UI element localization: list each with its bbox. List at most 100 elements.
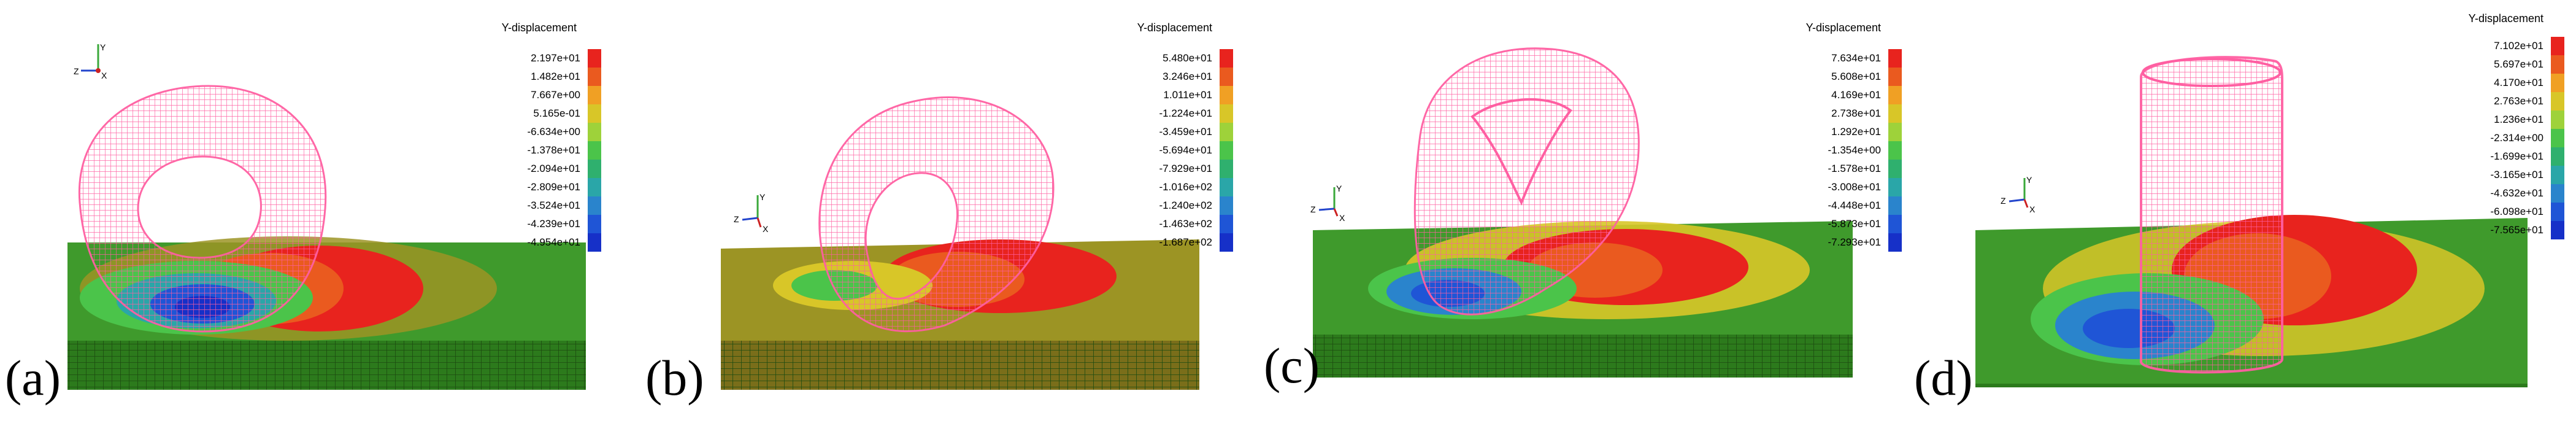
svg-text:X: X <box>101 71 107 80</box>
legend-swatch <box>2551 129 2564 147</box>
legend-swatch <box>2551 110 2564 129</box>
legend-row: -1.240e+02 <box>1110 196 1233 215</box>
legend-b: Y-displacement 5.480e+01 3.246e+01 1.011… <box>1110 21 1233 252</box>
axis-triad: Y Z X <box>1310 184 1345 223</box>
legend-value: 5.480e+01 <box>1163 52 1212 64</box>
legend-row: 3.246e+01 <box>1110 68 1233 86</box>
legend-swatch <box>1888 86 1902 104</box>
legend-swatch <box>1220 86 1233 104</box>
legend-swatch <box>1220 215 1233 233</box>
legend-swatch <box>1888 160 1902 178</box>
legend-row: -6.634e+00 <box>479 123 601 141</box>
legend-swatch <box>1888 123 1902 141</box>
legend-title: Y-displacement <box>1805 21 1881 34</box>
legend-value: 4.170e+01 <box>2494 77 2543 88</box>
panel-b: Y Z X Y-displacement 5.480e+01 3.246e+01… <box>638 0 1251 434</box>
panel-label: (c) <box>1264 338 1320 393</box>
svg-text:Y: Y <box>2026 175 2032 185</box>
legend-row: 1.482e+01 <box>479 68 601 86</box>
legend-value: 2.763e+01 <box>2494 95 2543 107</box>
legend-swatch <box>2551 74 2564 92</box>
legend-row: 2.738e+01 <box>1779 104 1902 123</box>
legend-value: 2.738e+01 <box>1831 107 1881 119</box>
legend-value: -4.954e+01 <box>527 236 581 248</box>
legend-row: 4.170e+01 <box>2442 74 2564 92</box>
legend-swatch <box>588 86 601 104</box>
legend-row: -6.098e+01 <box>2442 203 2564 221</box>
legend-value: 1.236e+01 <box>2494 114 2543 125</box>
legend-value: -3.459e+01 <box>1159 126 1213 138</box>
legend-swatch <box>2551 92 2564 110</box>
legend-d: Y-displacement 7.102e+01 5.697e+01 4.170… <box>2442 12 2564 239</box>
legend-swatch <box>1220 233 1233 252</box>
svg-text:Y: Y <box>759 192 766 202</box>
svg-text:Y: Y <box>100 42 106 52</box>
legend-row: 7.634e+01 <box>1779 49 1902 68</box>
legend-value: -1.699e+01 <box>2490 150 2544 162</box>
legend-value: 4.169e+01 <box>1831 89 1881 101</box>
legend-row: -3.165e+01 <box>2442 166 2564 184</box>
panel-c: Y Z X Y-displacement 7.634e+01 5.608e+01… <box>1264 0 1902 434</box>
legend-value: 7.667e+00 <box>531 89 580 101</box>
legend-swatch <box>1220 68 1233 86</box>
legend-swatch <box>2551 203 2564 221</box>
legend-row: -3.459e+01 <box>1110 123 1233 141</box>
legend-row: -1.016e+02 <box>1110 178 1233 196</box>
legend-swatch <box>1220 123 1233 141</box>
legend-swatch <box>1888 104 1902 123</box>
legend-value: 5.165e-01 <box>533 107 580 119</box>
svg-text:Z: Z <box>734 214 739 224</box>
legend-value: -1.463e+02 <box>1159 218 1213 230</box>
legend-value: -6.098e+01 <box>2490 206 2544 217</box>
legend-value: -6.634e+00 <box>527 126 581 138</box>
legend-swatch <box>1888 196 1902 215</box>
legend-row: -1.578e+01 <box>1779 160 1902 178</box>
legend-swatch <box>588 141 601 160</box>
legend-row: -1.378e+01 <box>479 141 601 160</box>
legend-swatch <box>2551 55 2564 74</box>
legend-row: -2.094e+01 <box>479 160 601 178</box>
legend-row: -5.694e+01 <box>1110 141 1233 160</box>
legend-value: -7.293e+01 <box>1828 236 1882 248</box>
legend-row: 2.197e+01 <box>479 49 601 68</box>
legend-row: -7.565e+01 <box>2442 221 2564 239</box>
legend-row: 7.667e+00 <box>479 86 601 104</box>
legend-value: -1.240e+02 <box>1159 200 1213 211</box>
legend-row: 5.608e+01 <box>1779 68 1902 86</box>
legend-swatch <box>1220 104 1233 123</box>
legend-value: -1.224e+01 <box>1159 107 1213 119</box>
legend-swatch <box>1888 49 1902 68</box>
legend-swatch <box>1888 233 1902 252</box>
panel-label: (d) <box>1914 350 1973 406</box>
legend-value: 3.246e+01 <box>1163 71 1212 82</box>
axis-triad: Y Z X <box>734 192 769 234</box>
legend-value: 7.102e+01 <box>2494 40 2543 52</box>
legend-swatch <box>2551 37 2564 55</box>
axis-triad: Y Z X <box>2001 175 2036 214</box>
tire-mesh <box>2140 56 2283 374</box>
legend-row: 5.165e-01 <box>479 104 601 123</box>
legend-value: -1.016e+02 <box>1159 181 1213 193</box>
tire-mesh <box>818 96 1055 333</box>
panel-a: Y Z X Y-displacement 2.197e+01 1.482e+01… <box>0 0 613 434</box>
legend-row: -1.224e+01 <box>1110 104 1233 123</box>
legend-value: -7.565e+01 <box>2490 224 2544 236</box>
legend-swatch <box>1220 160 1233 178</box>
legend-value: -5.694e+01 <box>1159 144 1213 156</box>
legend-row: -5.873e+01 <box>1779 215 1902 233</box>
legend-row: 1.292e+01 <box>1779 123 1902 141</box>
legend-row: -4.448e+01 <box>1779 196 1902 215</box>
legend-swatch <box>2551 221 2564 239</box>
legend-row: 7.102e+01 <box>2442 37 2564 55</box>
legend-swatch <box>588 49 601 68</box>
fem-scene-b: Y Z X <box>721 96 1199 390</box>
legend-swatch <box>2551 166 2564 184</box>
legend-value: -1.354e+00 <box>1828 144 1882 156</box>
panel-label: (b) <box>645 350 704 406</box>
legend-row: 5.697e+01 <box>2442 55 2564 74</box>
legend-row: -1.687e+02 <box>1110 233 1233 252</box>
legend-row: 1.236e+01 <box>2442 110 2564 129</box>
legend-swatch <box>588 215 601 233</box>
legend-swatch <box>1220 178 1233 196</box>
legend-swatch <box>588 178 601 196</box>
